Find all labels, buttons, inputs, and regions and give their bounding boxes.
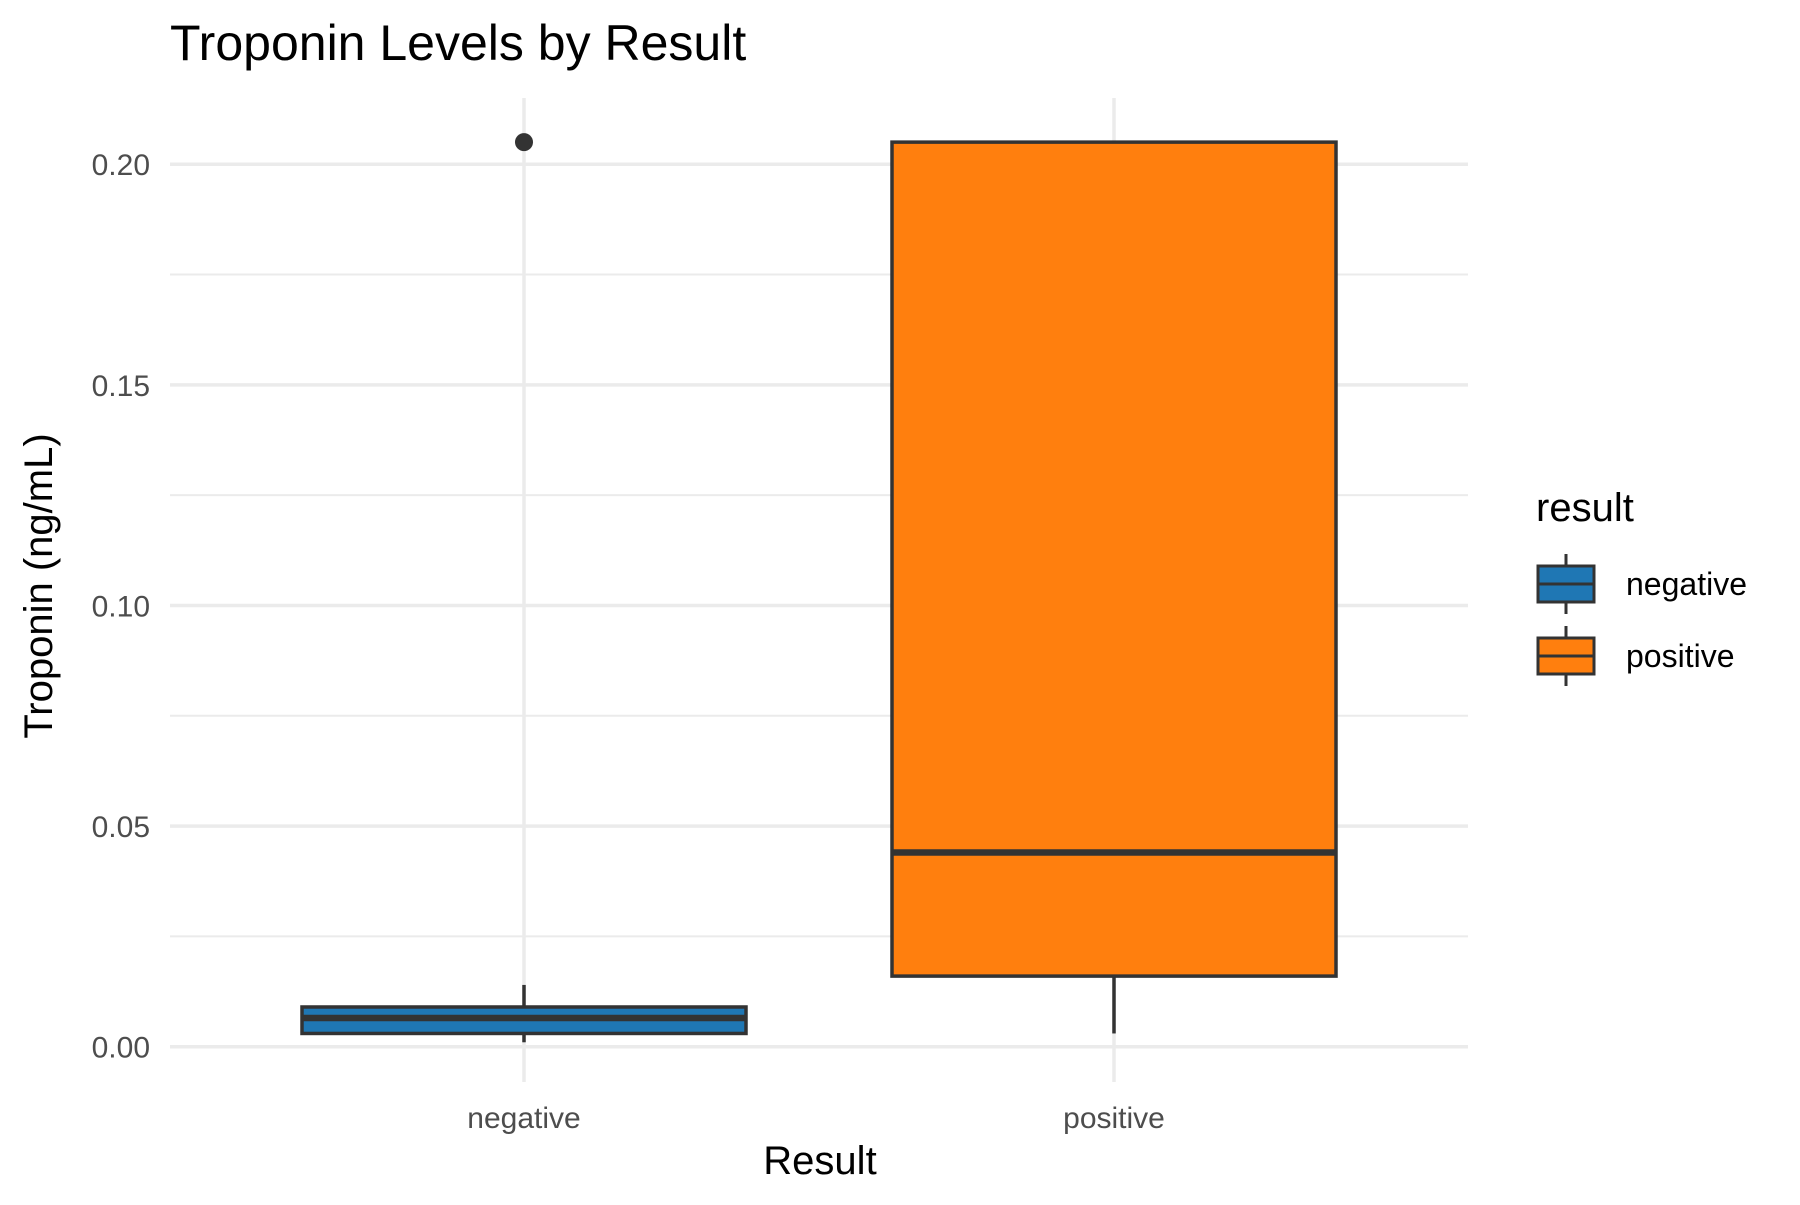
- legend-title: result: [1536, 486, 1634, 530]
- y-tick-label: 0.05: [92, 811, 150, 844]
- box-layer: [300, 133, 1338, 1043]
- legend: result negative positive: [1536, 486, 1747, 686]
- outlier-point: [515, 133, 533, 152]
- legend-item-negative: negative: [1536, 554, 1747, 614]
- x-tick-label: negative: [467, 1102, 580, 1135]
- legend-item-positive: positive: [1536, 626, 1735, 686]
- y-tick-label: 0.15: [92, 370, 150, 403]
- chart-title: Troponin Levels by Result: [170, 15, 746, 71]
- box-negative: [300, 133, 748, 1043]
- legend-items: negative positive: [1536, 554, 1747, 686]
- legend-label: negative: [1626, 566, 1747, 602]
- y-axis-title: Troponin (ng/mL): [17, 433, 61, 738]
- y-tick-label: 0.20: [92, 149, 150, 182]
- box-positive: [890, 140, 1338, 1034]
- y-tick-label: 0.10: [92, 590, 150, 623]
- x-tick-label: positive: [1063, 1102, 1165, 1135]
- x-axis-title: Result: [763, 1139, 876, 1183]
- axis-layer: 0.00 0.05 0.10 0.15 0.20 negative positive: [92, 149, 1165, 1135]
- box-body: [890, 140, 1338, 978]
- y-tick-label: 0.00: [92, 1032, 150, 1065]
- legend-label: positive: [1626, 638, 1735, 674]
